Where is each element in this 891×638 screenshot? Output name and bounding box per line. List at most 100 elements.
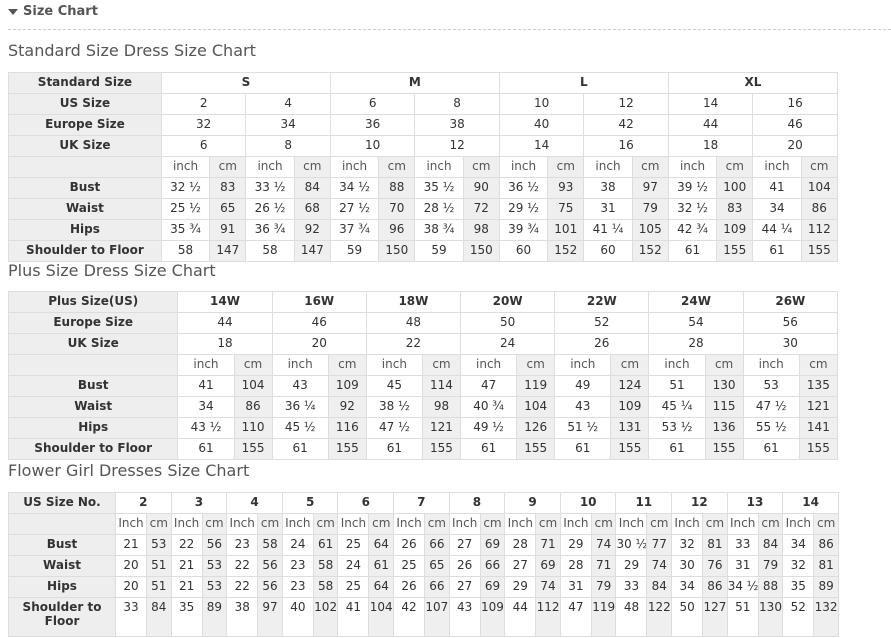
size-header-cell: 24W	[648, 291, 744, 313]
size-cell: 30	[742, 333, 839, 355]
measurement-cell: 32 ½	[160, 177, 211, 199]
measurement-cell: 104	[368, 597, 395, 637]
measurement-cell: 88	[757, 576, 784, 598]
measurement-cell: 26	[393, 576, 426, 598]
measurement-cell: 93	[547, 177, 585, 199]
measurement-cell: 58	[312, 576, 339, 598]
measurement-cell: 51	[648, 375, 706, 397]
measurement-cell: 74	[590, 534, 617, 556]
measurement-cell: 21	[170, 576, 203, 598]
measurement-cell: 152	[631, 240, 669, 262]
measurement-cell: 150	[378, 240, 416, 262]
size-header-cell: 22W	[554, 291, 650, 313]
measurement-cell: 36 ¾	[245, 219, 295, 241]
measurement-cell: 44	[504, 597, 537, 637]
row-label: Shoulder to Floor	[8, 597, 116, 637]
measurement-cell: 60	[583, 240, 633, 262]
measurement-cell: 35	[782, 576, 815, 598]
row-label: Hips	[7, 417, 179, 439]
unit-cm: cm	[424, 513, 450, 535]
measurement-row: Bust 21 53 22 56 23 58 24 61 25 64 26 66 27 69 28 71 29 74…	[8, 534, 839, 556]
size-cell: 40	[498, 114, 585, 136]
size-header-row: US Size No. 2 3 4 5 6 7 8 9 10 11 12 13 14	[8, 492, 839, 514]
size-cell: 12	[583, 93, 669, 115]
measurement-cell: 150	[462, 240, 500, 262]
measurement-cell: 141	[798, 417, 839, 439]
measurement-cell: 61	[271, 438, 329, 460]
measurement-cell: 51	[146, 576, 172, 598]
unit-inch: inch	[498, 156, 549, 178]
size-cell: 4	[245, 93, 331, 115]
flower-chart-title: Flower Girl Dresses Size Chart	[8, 461, 250, 480]
measurement-cell: 35	[170, 597, 203, 637]
size-row: Europe Size 32 34 36 38 40 42 44 46	[8, 114, 838, 136]
measurement-cell: 92	[293, 219, 331, 241]
unit-cm: cm	[702, 513, 728, 535]
size-cell: 16	[752, 93, 838, 115]
measurement-cell: 72	[462, 198, 500, 220]
measurement-cell: 109	[610, 396, 650, 418]
row-label: Hips	[8, 576, 116, 598]
measurement-cell: 65	[424, 555, 450, 577]
measurement-cell: 34	[177, 396, 235, 418]
measurement-cell: 98	[421, 396, 462, 418]
measurement-cell: 76	[702, 555, 728, 577]
unit-inch: inch	[414, 156, 464, 178]
measurement-cell: 147	[293, 240, 331, 262]
measurement-cell: 32 ½	[667, 198, 718, 220]
measurement-cell: 47	[559, 597, 592, 637]
size-chart-toggle[interactable]: Size Chart	[8, 4, 98, 19]
measurement-cell: 126	[516, 417, 556, 439]
unit-inch: Inch	[782, 513, 815, 535]
unit-cm: cm	[368, 513, 395, 535]
size-cell: 44	[177, 312, 273, 334]
measurement-cell: 27	[448, 534, 481, 556]
measurement-cell: 55 ½	[742, 417, 800, 439]
measurement-cell: 70	[378, 198, 416, 220]
measurement-cell: 86	[233, 396, 273, 418]
unit-cm: cm	[704, 354, 744, 376]
measurement-cell: 29	[504, 576, 537, 598]
measurement-cell: 45 ½	[271, 417, 329, 439]
measurement-cell: 28	[504, 534, 537, 556]
measurement-row: Bust 41 104 43 109 45 114 47 119 49 124 51 130 53 135	[7, 375, 839, 397]
measurement-cell: 24	[337, 555, 370, 577]
measurement-cell: 79	[590, 576, 617, 598]
size-header-cell: 7	[393, 492, 450, 514]
measurement-cell: 34 ½	[329, 177, 380, 199]
measurement-cell: 35 ¾	[160, 219, 211, 241]
unit-cm: cm	[293, 156, 331, 178]
size-cell: 52	[554, 312, 650, 334]
measurement-cell: 47 ½	[742, 396, 800, 418]
measurement-row: Shoulder to Floor 58 147 58 147 59 150 59 150 60 1…	[8, 240, 839, 262]
unit-inch: Inch	[337, 513, 370, 535]
unit-inch: Inch	[559, 513, 592, 535]
measurement-cell: 124	[610, 375, 650, 397]
measurement-cell: 122	[646, 597, 673, 637]
unit-inch: Inch	[504, 513, 537, 535]
measurement-cell: 83	[716, 198, 754, 220]
measurement-cell: 84	[293, 177, 331, 199]
measurement-cell: 30 ½	[615, 534, 648, 556]
measurement-cell: 31	[559, 576, 592, 598]
measurement-cell: 42 ¾	[667, 219, 718, 241]
measurement-cell: 25 ½	[160, 198, 211, 220]
size-header-cell: 14	[782, 492, 839, 514]
measurement-cell: 33	[726, 534, 759, 556]
measurement-cell: 49 ½	[460, 417, 518, 439]
row-label	[7, 354, 179, 376]
measurement-cell: 59	[414, 240, 464, 262]
measurement-cell: 155	[421, 438, 462, 460]
measurement-cell: 30	[671, 555, 704, 577]
measurement-cell: 21	[115, 534, 147, 556]
size-cell: 18	[177, 333, 273, 355]
unit-cm: cm	[757, 513, 784, 535]
measurement-cell: 29 ½	[498, 198, 549, 220]
size-header-cell: 18W	[365, 291, 462, 313]
measurement-cell: 86	[813, 534, 839, 556]
size-cell: 50	[460, 312, 556, 334]
measurement-cell: 155	[704, 438, 744, 460]
measurement-cell: 69	[535, 555, 561, 577]
measurement-cell: 34	[752, 198, 802, 220]
